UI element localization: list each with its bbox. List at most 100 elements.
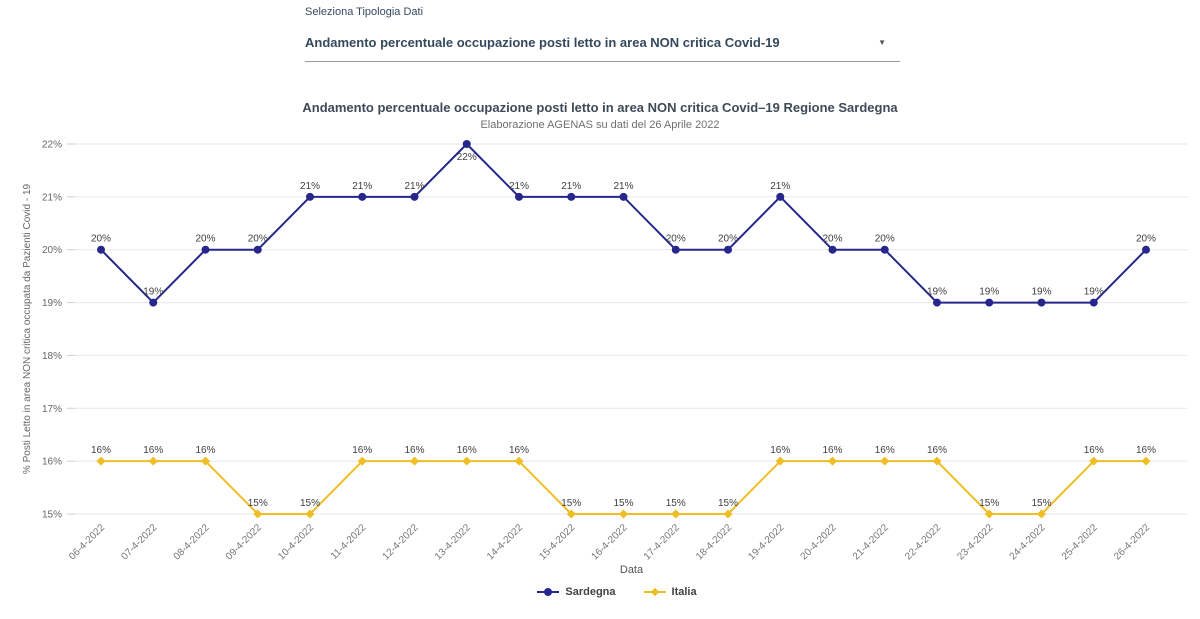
x-tick-label: 10-4-2022 <box>276 522 316 562</box>
data-label: 16% <box>927 445 947 456</box>
x-tick-label: 14-4-2022 <box>485 522 525 562</box>
x-tick-label: 20-4-2022 <box>799 522 839 562</box>
data-point-sardegna[interactable] <box>985 298 994 307</box>
data-label: 20% <box>822 234 842 245</box>
data-point-sardegna[interactable] <box>97 245 105 254</box>
select-value: Andamento percentuale occupazione posti … <box>305 35 780 50</box>
data-point-italia[interactable] <box>96 456 106 466</box>
data-point-sardegna[interactable] <box>776 192 785 201</box>
y-axis-title: % Posti Letto in area NON critica occupa… <box>22 183 33 474</box>
data-label: 16% <box>770 445 790 456</box>
data-label: 21% <box>404 181 424 192</box>
data-point-italia[interactable] <box>671 509 681 519</box>
data-point-italia[interactable] <box>200 456 211 466</box>
data-point-italia[interactable] <box>409 456 420 466</box>
x-tick-label: 21-4-2022 <box>851 522 891 562</box>
data-label: 20% <box>875 234 895 245</box>
data-point-sardegna[interactable] <box>1142 245 1150 254</box>
x-tick-label: 13-4-2022 <box>433 522 473 562</box>
x-tick-label: 06-4-2022 <box>67 522 107 562</box>
data-label: 20% <box>718 234 738 245</box>
data-point-italia[interactable] <box>462 456 472 466</box>
data-point-sardegna[interactable] <box>880 245 889 254</box>
data-point-italia[interactable] <box>984 509 994 519</box>
y-tick-label: 17% <box>42 404 62 415</box>
x-tick-label: 15-4-2022 <box>537 522 577 562</box>
data-point-sardegna[interactable] <box>567 192 576 201</box>
data-point-sardegna[interactable] <box>358 192 367 201</box>
data-point-italia[interactable] <box>514 456 524 466</box>
chart-subtitle: Elaborazione AGENAS su dati del 26 April… <box>480 119 720 131</box>
data-type-select[interactable]: Andamento percentuale occupazione posti … <box>305 35 900 62</box>
legend-item-sardegna[interactable]: Sardegna <box>537 586 616 598</box>
data-point-italia[interactable] <box>827 456 838 466</box>
data-point-sardegna[interactable] <box>724 245 732 254</box>
x-tick-label: 22-4-2022 <box>903 522 943 562</box>
x-tick-label: 17-4-2022 <box>642 522 682 562</box>
data-point-sardegna[interactable] <box>201 245 210 254</box>
line-diamond-marker-icon <box>643 587 666 597</box>
data-point-sardegna[interactable] <box>306 192 314 201</box>
legend-marker-shape <box>650 587 659 597</box>
data-point-sardegna[interactable] <box>1037 298 1046 307</box>
data-point-sardegna[interactable] <box>410 192 419 201</box>
data-point-italia[interactable] <box>932 456 942 466</box>
data-label: 16% <box>404 445 424 456</box>
data-label: 16% <box>195 445 215 456</box>
data-point-italia[interactable] <box>618 509 629 519</box>
data-point-italia[interactable] <box>723 509 733 519</box>
y-tick-label: 22% <box>42 140 62 151</box>
data-label: 22% <box>457 152 477 163</box>
data-label: 21% <box>770 181 790 192</box>
data-label: 19% <box>927 287 947 298</box>
data-point-italia[interactable] <box>1141 456 1151 466</box>
legend: Sardegna Italia <box>0 586 1200 598</box>
y-tick-label: 19% <box>42 298 62 309</box>
y-tick-label: 18% <box>42 351 62 362</box>
data-label: 19% <box>1031 287 1051 298</box>
data-label: 20% <box>195 234 215 245</box>
x-tick-label: 12-4-2022 <box>381 522 421 562</box>
data-label: 15% <box>561 498 581 509</box>
data-label: 15% <box>718 498 738 509</box>
select-label: Seleziona Tipologia Dati <box>305 6 424 18</box>
legend-label: Italia <box>671 586 697 598</box>
data-point-sardegna[interactable] <box>619 192 628 201</box>
data-point-italia[interactable] <box>775 456 785 466</box>
chart-title: Andamento percentuale occupazione posti … <box>302 100 898 115</box>
data-point-italia[interactable] <box>305 509 315 519</box>
data-point-sardegna[interactable] <box>933 298 941 307</box>
data-label: 15% <box>1031 498 1051 509</box>
data-label: 16% <box>91 445 111 456</box>
data-point-sardegna[interactable] <box>462 140 471 148</box>
data-point-sardegna[interactable] <box>515 192 523 201</box>
data-label: 15% <box>666 498 686 509</box>
data-point-sardegna[interactable] <box>253 245 262 254</box>
data-label: 15% <box>613 498 633 509</box>
series-line-sardegna <box>100 143 1147 304</box>
data-point-sardegna[interactable] <box>671 245 680 254</box>
data-label: 21% <box>509 181 529 192</box>
data-point-italia[interactable] <box>566 509 576 519</box>
data-label: 15% <box>248 498 268 509</box>
data-label: 16% <box>1084 445 1104 456</box>
data-label: 16% <box>875 445 895 456</box>
legend-item-italia[interactable]: Italia <box>643 586 697 598</box>
x-axis-title: Data <box>619 564 644 576</box>
data-label: 16% <box>143 445 163 456</box>
data-point-sardegna[interactable] <box>828 245 837 254</box>
y-tick-label: 20% <box>42 245 62 256</box>
data-point-italia[interactable] <box>148 456 158 466</box>
x-tick-label: 16-4-2022 <box>590 522 630 562</box>
data-label: 20% <box>1136 234 1156 245</box>
data-label: 20% <box>666 234 686 245</box>
data-point-sardegna[interactable] <box>149 298 158 307</box>
data-type-control: Seleziona Tipologia Dati Andamento perce… <box>305 6 900 62</box>
data-label: 21% <box>300 181 320 192</box>
data-point-italia[interactable] <box>880 456 890 466</box>
data-label: 15% <box>300 498 320 509</box>
data-point-sardegna[interactable] <box>1089 298 1098 307</box>
data-label: 15% <box>979 498 999 509</box>
data-label: 16% <box>1136 445 1156 456</box>
